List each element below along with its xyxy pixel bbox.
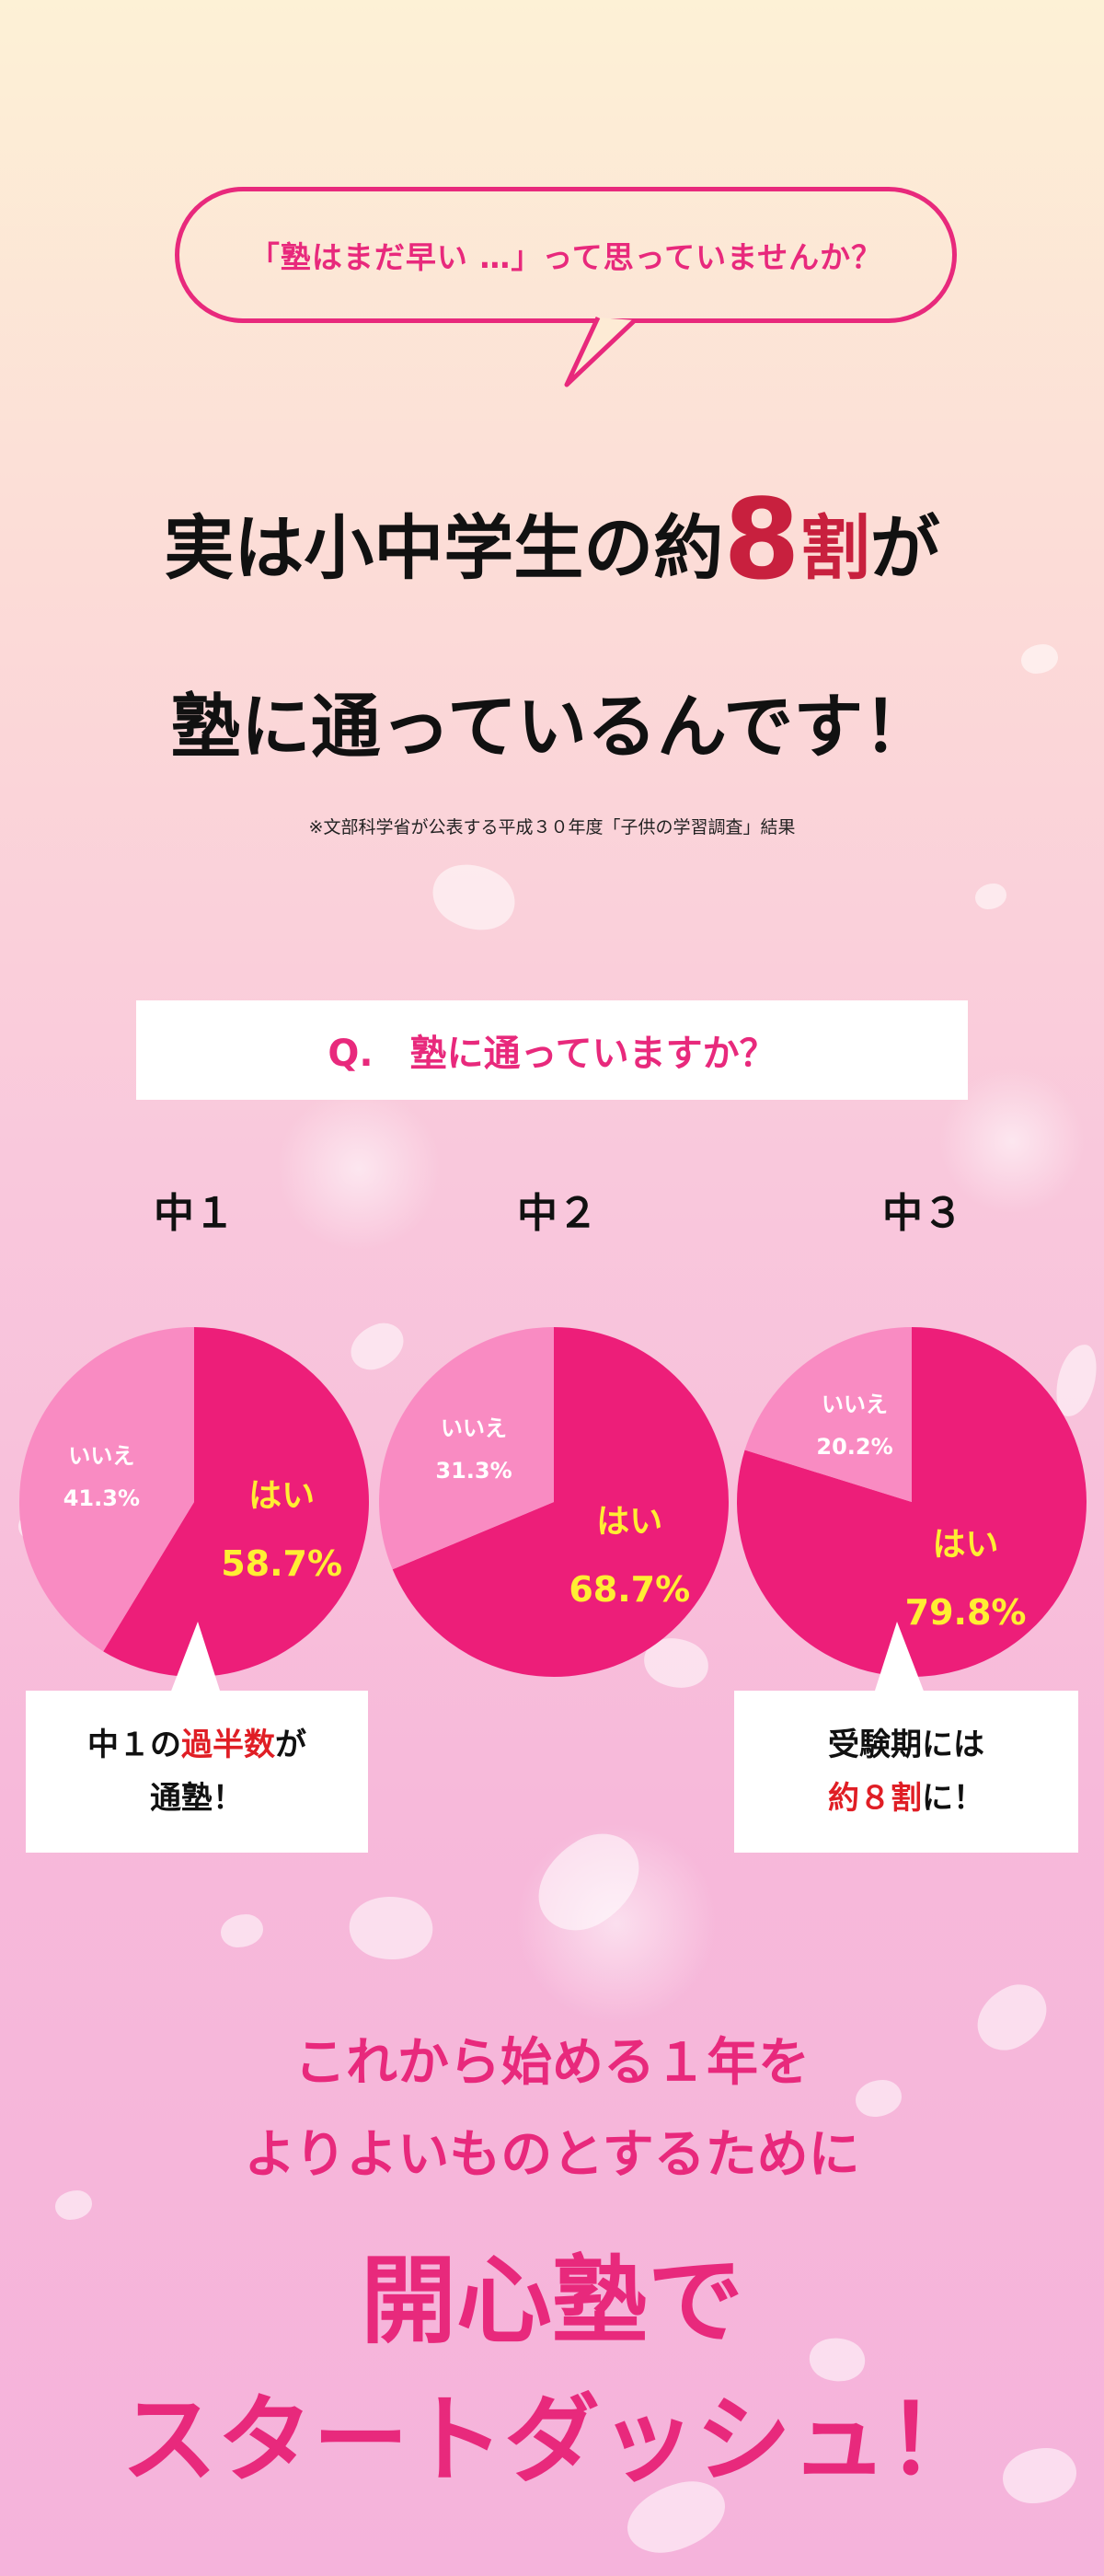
pie3-value-no: 20.2% [816,1433,893,1460]
tagline-line3: 開心塾で [360,2245,743,2357]
callout-right-line1: 受験期には [828,1727,984,1763]
speech-bubble-tail [564,316,637,387]
pie2-slice-yes [392,1327,729,1678]
pie1-slice-no [19,1327,194,1652]
headline-number: 8 [723,477,800,605]
pie1-value-no: 41.3% [63,1484,140,1511]
pie3-value-yes: 79.8% [904,1591,1027,1633]
speech-bubble: 「塾はまだ早い …」って思っていませんか？ [175,187,957,323]
callout-left-line1: 中１の過半数が [87,1727,306,1763]
pie3-slice-yes [737,1327,1087,1678]
pie1-category-no: いいえ [68,1442,135,1469]
pie2-value-no: 31.3% [435,1458,512,1484]
pie3-slice-no [744,1327,912,1502]
tagline-line1: これから始める１年を [294,2033,810,2093]
callout-right: 受験期には 約８割に！ [734,1691,1078,1853]
pie1-slice-yes [103,1327,370,1678]
callout-tails [0,0,1104,1703]
pie1-value-yes: 58.7% [221,1542,343,1584]
headline-unit: 割 [799,507,870,589]
headline-line1: 実は小中学生の約8割が [164,477,940,605]
source-note: ※文部科学省が公表する平成３０年度「子供の学習調査」結果 [308,817,796,837]
pie3-category-no: いいえ [822,1391,889,1417]
pie1-category-yes: はい [248,1476,316,1515]
callout-left-line2: 通塾！ [150,1780,244,1817]
headline-line2: 塾に通っているんです！ [170,686,934,768]
pie2-category-yes: はい [596,1502,663,1541]
pie-charts [19,1327,1087,1678]
pie2-slice-no [378,1327,554,1570]
pie2-value-yes: 68.7% [569,1568,691,1610]
pie3-category-yes: はい [932,1525,999,1564]
tagline-line2: よりよいものとするために [244,2125,860,2185]
question-text: Q. 塾に通っていますか？ [328,1033,776,1075]
pie-title-3: 中３ [882,1190,963,1237]
pie-title-2: 中２ [517,1190,598,1237]
tagline-line4: スタートダッシュ！ [121,2384,983,2496]
question-box: Q. 塾に通っていますか？ [136,1000,968,1100]
callout-right-line2: 約８割に！ [828,1780,984,1817]
callout-left: 中１の過半数が 通塾！ [26,1691,368,1853]
pie2-category-no: いいえ [441,1415,508,1442]
pie-title-1: 中１ [154,1190,235,1237]
speech-bubble-text: 「塾はまだ早い …」って思っていませんか？ [248,239,883,275]
